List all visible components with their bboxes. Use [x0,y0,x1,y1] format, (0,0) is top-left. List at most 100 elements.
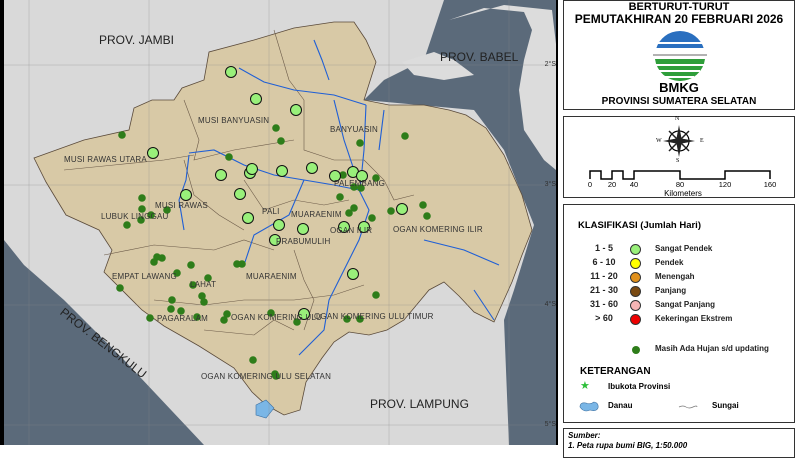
legend-label: Sangat Panjang [655,300,716,309]
station-rain-dot [372,174,380,182]
title-line-1: BERTURUT-TURUT [628,1,730,13]
station-rain-dot [238,260,246,268]
scale-tick: 120 [718,180,732,189]
station-sangat-pendek-dot [225,66,237,78]
legend-label: Masih Ada Hujan s/d updating [655,344,769,353]
label-ogan-ilir: OGAN ILIR [330,226,373,235]
scale-tick: 40 [629,180,639,189]
legend-label: Pendek [655,258,684,267]
legend-range: 1 - 5 [594,243,613,253]
station-rain-dot [249,356,257,364]
legend-row: > 60 Kekeringan Ekstrem [564,313,794,327]
agency-name: BMKG [659,80,699,95]
province-name: PROVINSI SUMATERA SELATAN [601,96,757,107]
compass-w: W [656,138,662,144]
station-rain-dot [368,214,376,222]
source-line-1: 1. Peta rupa bumi BIG, 1:50.000 [568,441,688,450]
legend-range: > 60 [595,313,613,323]
station-rain-dot [356,315,364,323]
station-rain-dot [138,194,146,202]
legend-panel: KLASIFIKASI (Jumlah Hari) 1 - 5 Sangat Pe… [563,204,795,423]
station-sangat-pendek-dot [276,165,288,177]
station-rain-dot [350,204,358,212]
station-rain-dot [267,309,275,317]
station-rain-dot [193,313,201,321]
legend-range: 6 - 10 [592,257,616,267]
station-rain-dot [158,254,166,262]
label-musi-rawas-utara: MUSI RAWAS UTARA [64,155,147,164]
bmkg-logo [653,31,707,81]
label-musi-rawas: MUSI RAWAS [155,201,208,210]
legend-row-rain: Masih Ada Hujan s/d updating [564,343,794,357]
station-sangat-pendek-dot [347,268,359,280]
label-prabumulih: PRABUMULIH [276,237,331,246]
river-label: Sungai [712,401,739,410]
source-panel: Sumber: 1. Peta rupa bumi BIG, 1:50.000 [563,428,795,458]
compass-n: N [675,116,680,122]
station-sangat-pendek-dot [180,189,192,201]
neighbour-land-babel [402,5,556,170]
label-banyuasin: BANYUASIN [330,125,379,134]
station-rain-dot [146,314,154,322]
capital-label: Ibukota Provinsi [608,382,671,391]
station-sangat-pendek-dot [290,104,302,116]
label-lubuk-linggau: LUBUK LINGGAU [101,212,169,221]
station-rain-dot [220,316,228,324]
scale-tick: 0 [587,180,593,189]
station-rain-dot [423,212,431,220]
station-sangat-pendek-dot [356,170,368,182]
station-sangat-pendek-dot [329,170,341,182]
station-rain-dot [116,284,124,292]
station-rain-dot [123,221,131,229]
lat-label: 4°S [544,301,556,308]
station-rain-dot [293,318,301,326]
station-sangat-pendek-dot [147,147,159,159]
station-rain-dot [177,307,185,315]
station-rain-dot [147,211,155,219]
station-rain-dot [272,372,280,380]
legend-dot-icon [630,244,641,255]
station-rain-dot [357,184,365,192]
station-rain-dot [345,209,353,217]
source-title: Sumber: [568,431,601,440]
label-oku: OGAN KOMERING ULU [231,313,322,322]
compass-scale-panel: N S W E 0 20 40 80 120 160 Kilometers [563,116,795,198]
scale-unit: Kilometers [664,189,702,198]
station-rain-dot [401,132,409,140]
label-pali: PALI [262,207,280,216]
station-rain-dot [138,205,146,213]
station-sangat-pendek-dot [358,221,370,233]
compass-s: S [676,158,680,164]
station-sangat-pendek-dot [234,188,246,200]
station-sangat-pendek-dot [273,219,285,231]
station-rain-dot [204,274,212,282]
station-sangat-pendek-dot [250,93,262,105]
scale-tick: 80 [675,180,685,189]
label-ogan-komering-ilir: OGAN KOMERING ILIR [393,225,483,234]
station-rain-dot [277,137,285,145]
label-palembang: PALEMBANG [334,179,385,188]
station-sangat-pendek-dot [306,162,318,174]
star-icon: ★ [580,380,590,392]
label-empat-lawang: EMPAT LAWANG [112,272,177,281]
label-oku-selatan: OGAN KOMERING ULU SELATAN [201,372,332,381]
scale-bar [589,170,771,180]
legend-dot-icon [630,258,641,269]
legend-row: 31 - 60 Sangat Panjang [564,299,794,313]
station-rain-dot [167,305,175,313]
title-panel: BERTURUT-TURUT PEMUTAKHIRAN 20 FEBRUARI … [563,0,795,110]
legend-label: Panjang [655,286,687,295]
label-musi-banyuasin: MUSI BANYUASIN [198,116,270,125]
station-rain-dot [168,296,176,304]
station-rain-dot [150,258,158,266]
lat-label: 2°S [544,61,556,68]
legend-row: 1 - 5 Sangat Pendek [564,243,794,257]
station-rain-dot [173,269,181,277]
legend-range: 21 - 30 [589,285,619,295]
station-rain-dot [163,206,171,214]
legend-range: 31 - 60 [589,299,619,309]
map[interactable]: PROV. JAMBI PROV. BABEL PROV. BENGKULU P… [0,0,558,445]
label-pagaralam: PAGARALAM [157,314,208,323]
station-rain-dot [187,261,195,269]
notes-title: KETERANGAN [580,366,651,377]
